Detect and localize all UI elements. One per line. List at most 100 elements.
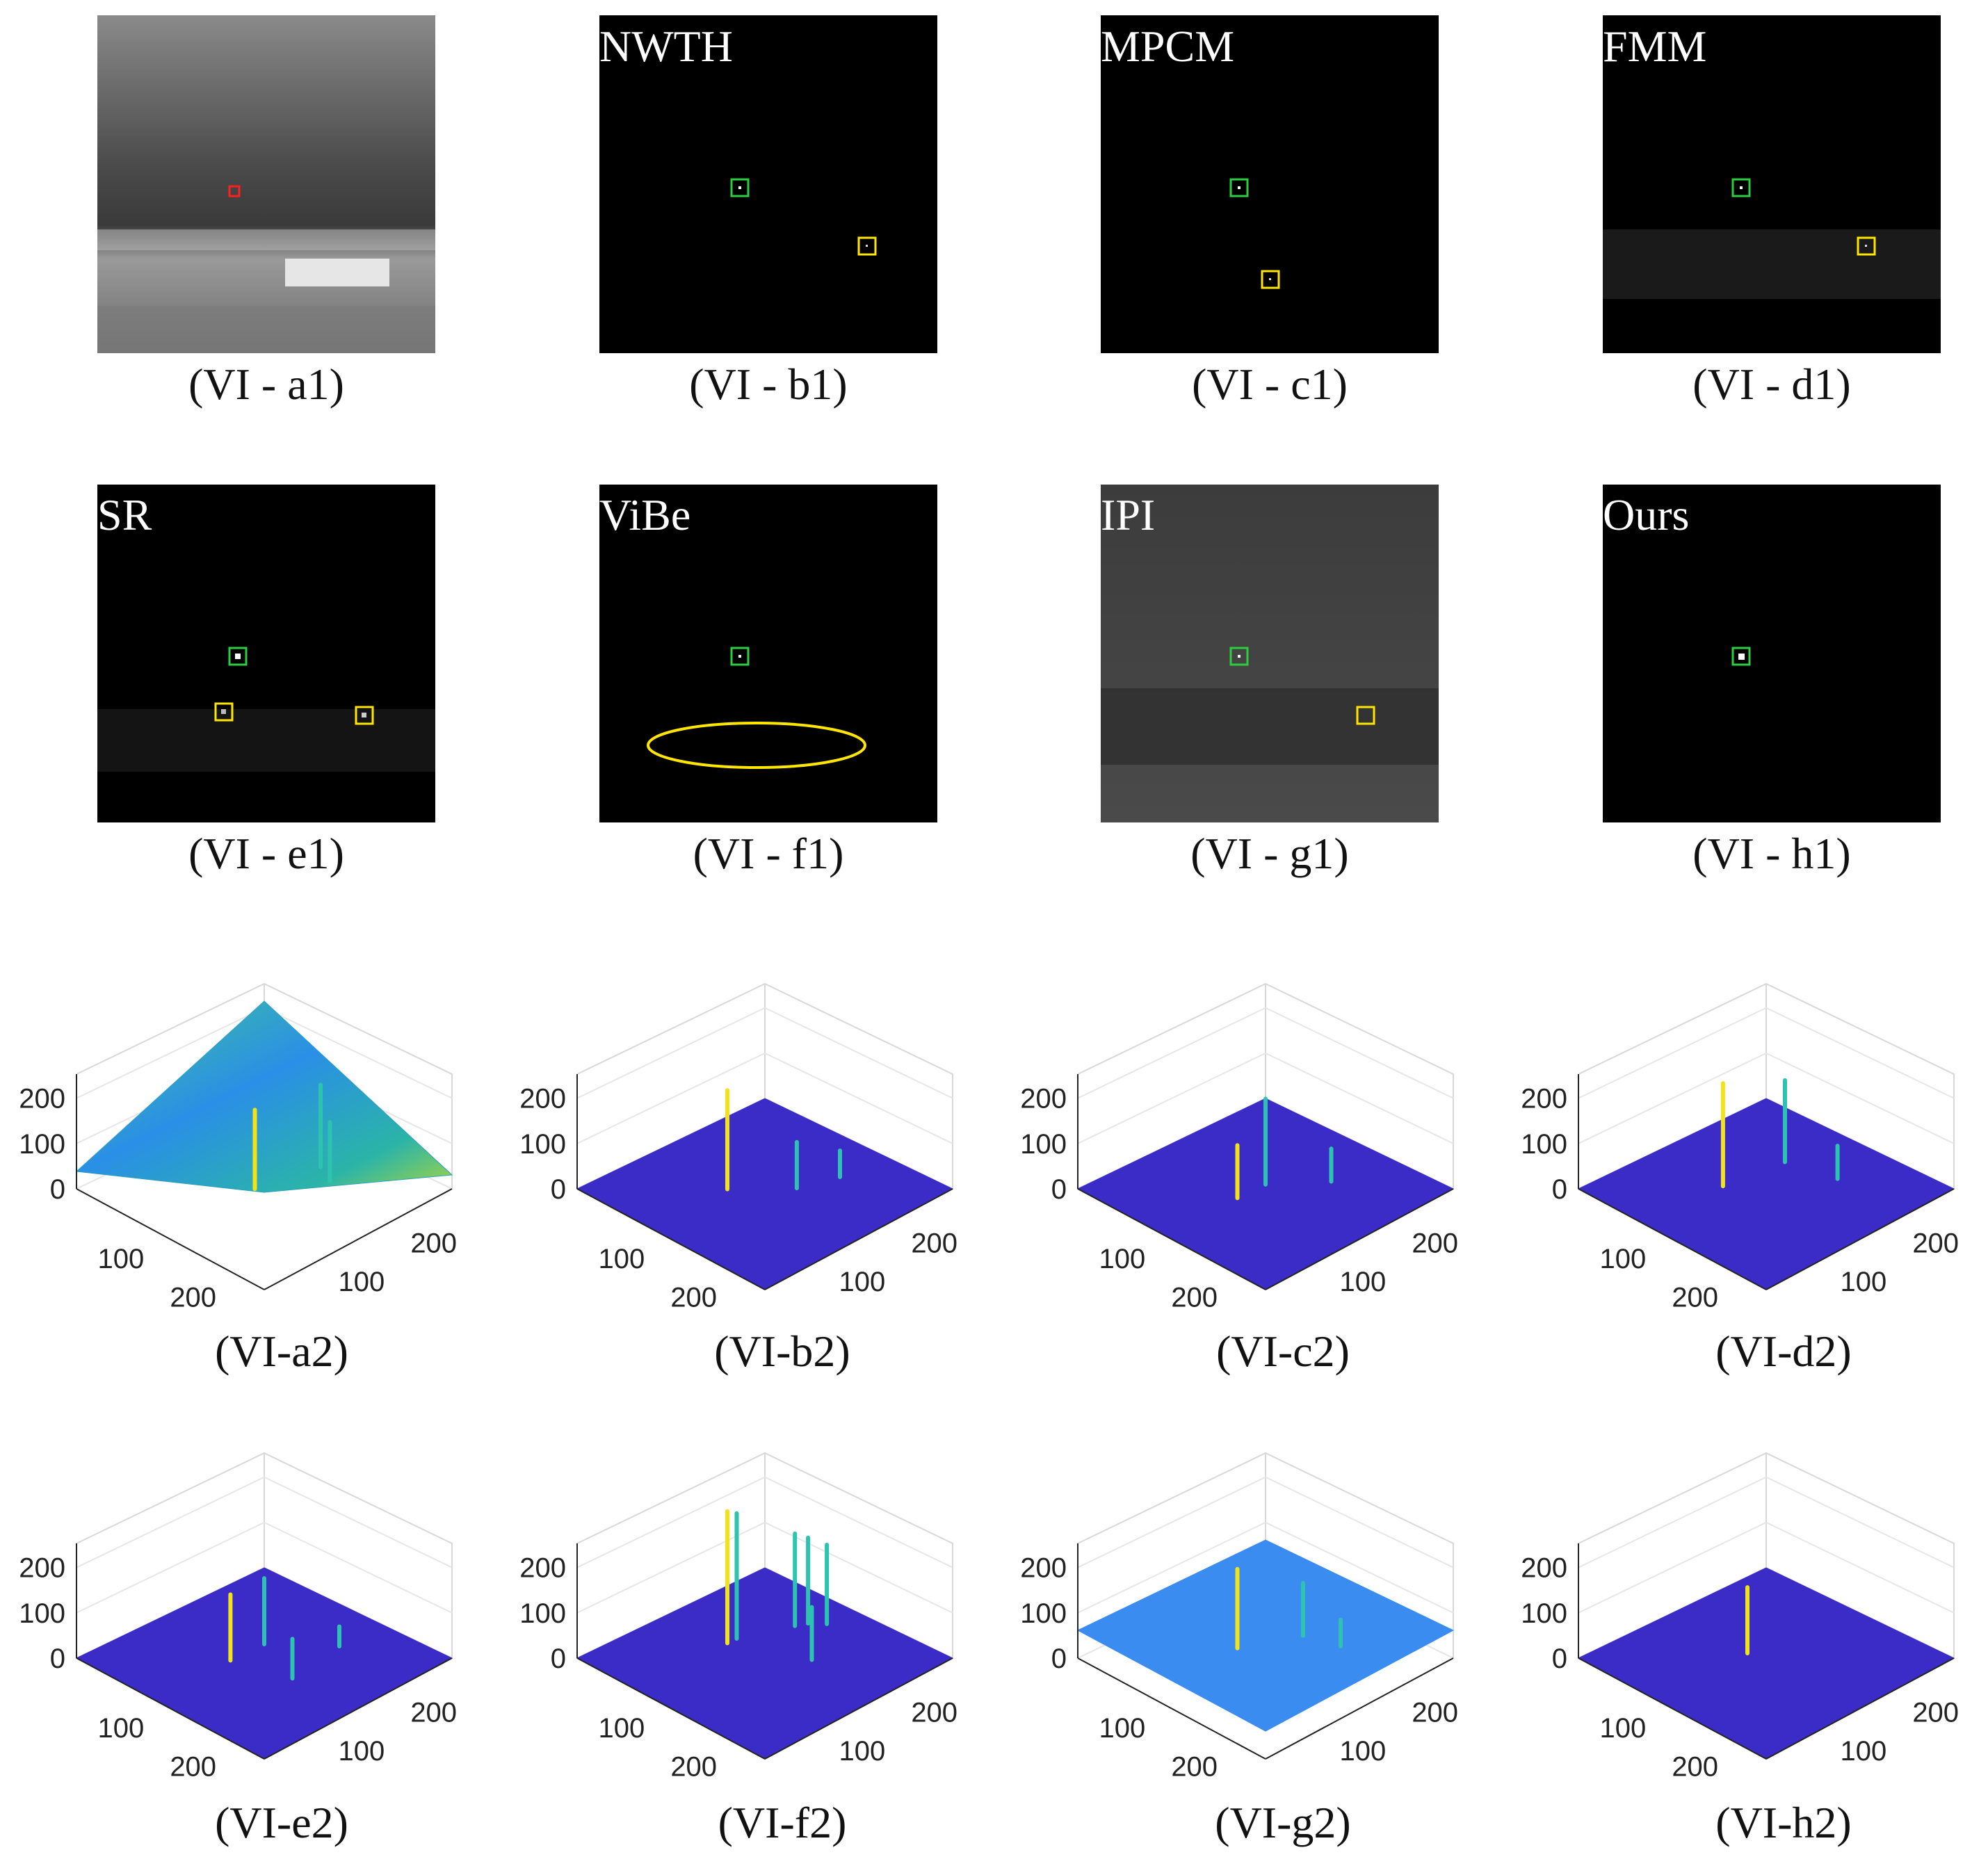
x-axis — [1578, 1188, 1767, 1290]
method-label-g1: IPI — [1101, 490, 1155, 539]
method-label-h1: Ours — [1603, 490, 1689, 539]
image-d1 — [1603, 15, 1941, 353]
z-tick-label: 100 — [19, 1129, 65, 1160]
y-axis — [764, 1188, 953, 1290]
y-tick-label: 200 — [1412, 1697, 1458, 1728]
z-tick-label: 100 — [1521, 1129, 1567, 1160]
z-tick-label: 0 — [551, 1174, 566, 1205]
image-a1 — [97, 15, 435, 353]
x-tick-label: 200 — [170, 1752, 216, 1783]
caption-g2: (VI-g2) — [1215, 1798, 1350, 1847]
x-tick-label: 100 — [1099, 1713, 1145, 1744]
image-e1 — [97, 485, 435, 822]
z-tick-label: 200 — [1521, 1084, 1567, 1114]
z-tick-label: 0 — [1051, 1174, 1067, 1205]
z-tick-label: 200 — [19, 1084, 65, 1114]
y-tick-label: 200 — [410, 1697, 457, 1728]
target-box — [228, 647, 248, 666]
x-axis — [76, 1657, 265, 1760]
z-tick-label: 100 — [519, 1129, 566, 1160]
surface-plot-g: 200 100 0 100 200 100 200 — [1020, 1452, 1458, 1783]
y-axis — [1265, 1657, 1454, 1760]
y-tick-label: 200 — [911, 1697, 957, 1728]
method-label-e1: SR — [97, 490, 152, 539]
grid-line — [1578, 1007, 1955, 1099]
target-box — [730, 647, 750, 666]
x-axis — [576, 1188, 766, 1290]
y-tick-label: 100 — [839, 1736, 885, 1767]
y-tick-label: 100 — [1339, 1267, 1386, 1297]
false-alarm-box — [857, 236, 877, 256]
z-tick-label: 200 — [519, 1553, 566, 1584]
z-tick-label: 0 — [50, 1174, 65, 1205]
surface-plot-f: 200 100 0 100 200 100 200 — [519, 1452, 957, 1783]
z-tick-label: 200 — [1020, 1553, 1067, 1584]
x-tick-label: 100 — [598, 1244, 645, 1274]
z-tick-label: 100 — [1020, 1129, 1067, 1160]
method-label-d1: FMM — [1603, 22, 1706, 71]
target-box — [1229, 178, 1249, 197]
z-tick-label: 0 — [551, 1644, 566, 1674]
surface-plots: 2001000100200100200200100010020010020020… — [19, 982, 1959, 1783]
surface-plot-c: 200 100 0 100 200 100 200 — [1020, 982, 1458, 1313]
caption-f1: (VI - f1) — [693, 829, 844, 878]
target-box — [1731, 647, 1751, 666]
y-axis — [1265, 1188, 1454, 1290]
x-tick-label: 100 — [598, 1713, 645, 1744]
grid-line — [1578, 1052, 1955, 1144]
y-tick-label: 100 — [1840, 1267, 1886, 1297]
x-tick-label: 200 — [1171, 1283, 1218, 1313]
grid-line — [1578, 1476, 1955, 1568]
caption-d1: (VI - d1) — [1692, 359, 1850, 409]
caption-f2: (VI-f2) — [718, 1798, 847, 1847]
x-tick-label: 200 — [1171, 1752, 1218, 1783]
z-tick-label: 200 — [19, 1553, 65, 1584]
surface-plot-b: 200 100 0 100 200 100 200 — [519, 982, 957, 1313]
caption-g1: (VI - g1) — [1190, 829, 1348, 878]
x-axis — [1077, 1188, 1266, 1290]
grid-line — [76, 1521, 453, 1614]
y-axis — [264, 1657, 453, 1760]
surface-plot-a: 200 100 0 100 200 100 200 — [19, 982, 457, 1313]
z-tick-label: 200 — [1020, 1084, 1067, 1114]
y-tick-label: 100 — [1840, 1736, 1886, 1767]
x-tick-label: 100 — [1599, 1244, 1646, 1274]
y-axis — [264, 1188, 453, 1290]
x-tick-label: 100 — [1099, 1244, 1145, 1274]
surface — [75, 1000, 453, 1193]
x-axis — [76, 1188, 265, 1290]
grid-line — [576, 1007, 953, 1099]
y-tick-label: 200 — [1412, 1228, 1458, 1258]
z-tick-label: 100 — [1020, 1598, 1067, 1629]
false-alarm-box — [1261, 270, 1280, 289]
false-alarm-ellipse — [647, 722, 866, 769]
caption-c2: (VI-c2) — [1216, 1327, 1350, 1376]
x-tick-label: 200 — [1672, 1752, 1718, 1783]
grid-line — [576, 1476, 953, 1568]
caption-c1: (VI - c1) — [1192, 359, 1348, 409]
method-label-c1: MPCM — [1101, 22, 1234, 71]
image-c1 — [1101, 15, 1439, 353]
grid-line — [1077, 1521, 1454, 1614]
y-tick-label: 200 — [911, 1228, 957, 1258]
grid-line — [1578, 1521, 1955, 1614]
method-label-f1: ViBe — [599, 490, 690, 539]
surface-plot-d: 200 100 0 100 200 100 200 — [1521, 982, 1959, 1313]
z-tick-label: 0 — [1552, 1174, 1567, 1205]
caption-d2: (VI-d2) — [1715, 1327, 1851, 1376]
y-tick-label: 100 — [338, 1267, 385, 1297]
caption-b1: (VI - b1) — [689, 359, 847, 409]
y-axis — [1765, 1188, 1955, 1290]
caption-h1: (VI - h1) — [1692, 829, 1850, 878]
false-alarm-box — [1857, 236, 1876, 256]
y-tick-label: 200 — [410, 1228, 457, 1258]
x-tick-label: 100 — [97, 1244, 144, 1274]
grid-line — [1077, 1007, 1454, 1099]
grid-line — [76, 1476, 453, 1568]
z-tick-label: 200 — [1521, 1553, 1567, 1584]
image-f1 — [599, 485, 937, 822]
caption-a2: (VI-a2) — [215, 1327, 348, 1376]
z-tick-label: 200 — [519, 1084, 566, 1114]
z-tick-label: 100 — [19, 1598, 65, 1629]
x-axis — [1578, 1657, 1767, 1760]
